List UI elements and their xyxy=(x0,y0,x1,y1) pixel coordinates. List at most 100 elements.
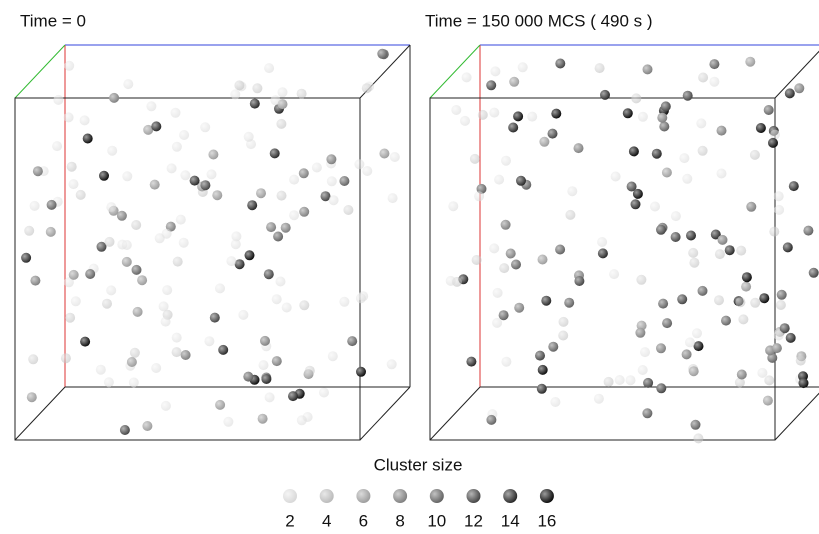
particle xyxy=(769,226,780,237)
box-edge xyxy=(774,392,819,441)
particle xyxy=(643,377,654,388)
particle xyxy=(103,377,114,388)
particle xyxy=(500,219,511,230)
particle xyxy=(630,199,641,210)
particle xyxy=(142,421,153,431)
particle xyxy=(749,149,760,160)
particle xyxy=(326,154,337,165)
particle xyxy=(714,295,724,306)
particle xyxy=(64,60,75,71)
particle xyxy=(289,210,300,221)
particle xyxy=(200,122,211,133)
particle xyxy=(123,79,134,90)
particle xyxy=(516,175,526,186)
particle xyxy=(657,112,668,123)
particle xyxy=(565,209,576,220)
legend-swatch xyxy=(503,489,518,503)
particle xyxy=(356,366,366,377)
particle xyxy=(143,124,154,135)
particle xyxy=(486,414,497,425)
particle xyxy=(640,347,650,358)
particle xyxy=(768,137,778,148)
particle xyxy=(260,335,270,346)
particle xyxy=(53,94,64,105)
particle xyxy=(234,80,245,91)
particle xyxy=(757,367,768,378)
legend-swatch xyxy=(393,489,408,503)
particle xyxy=(574,276,585,286)
particle xyxy=(122,171,133,182)
particle xyxy=(160,316,171,327)
particle xyxy=(770,129,780,140)
legend-swatch xyxy=(429,489,444,503)
particle xyxy=(736,369,747,380)
legend-label: 16 xyxy=(537,511,556,530)
particle xyxy=(209,312,220,323)
particle xyxy=(355,293,366,304)
particle xyxy=(386,359,397,370)
particle xyxy=(79,115,90,126)
particle xyxy=(597,237,608,247)
particle xyxy=(509,76,520,87)
particle xyxy=(764,375,775,386)
particle xyxy=(609,269,620,280)
particle xyxy=(257,413,268,424)
particle xyxy=(215,399,226,410)
particle xyxy=(597,248,608,259)
particle xyxy=(537,364,548,375)
particle xyxy=(517,62,528,73)
particle xyxy=(170,107,181,118)
particle xyxy=(327,351,338,362)
particle xyxy=(261,374,272,384)
particle xyxy=(689,257,700,268)
particle xyxy=(513,111,524,122)
particle xyxy=(508,122,519,133)
particle xyxy=(60,353,71,364)
particle xyxy=(149,179,160,190)
particle xyxy=(625,375,636,386)
particle xyxy=(126,357,137,367)
particle xyxy=(63,112,74,123)
particle xyxy=(626,181,637,192)
legend-swatch xyxy=(283,489,297,503)
particle xyxy=(95,364,106,375)
particle xyxy=(288,391,298,402)
particle xyxy=(466,356,477,367)
particle xyxy=(746,201,757,212)
particle xyxy=(594,63,605,74)
particle xyxy=(659,121,670,132)
particle xyxy=(773,191,784,202)
particle xyxy=(230,239,241,250)
particle xyxy=(795,355,806,366)
particle xyxy=(808,267,819,278)
particle xyxy=(698,72,709,83)
particle xyxy=(109,92,120,103)
legend-swatch xyxy=(356,489,371,503)
particle xyxy=(230,89,241,100)
particle xyxy=(204,336,215,347)
particle xyxy=(162,285,173,296)
particle xyxy=(200,180,211,191)
particle xyxy=(65,312,76,323)
particle xyxy=(535,350,545,361)
particle xyxy=(171,332,182,343)
particle xyxy=(29,200,40,211)
particle xyxy=(690,419,701,430)
particle xyxy=(774,204,785,215)
particle xyxy=(622,108,633,119)
particle xyxy=(445,275,456,286)
particle xyxy=(697,145,708,156)
particle xyxy=(280,222,291,233)
particle xyxy=(273,231,284,242)
particle xyxy=(244,250,255,261)
particle xyxy=(46,199,57,210)
particle xyxy=(716,168,727,179)
particle xyxy=(741,272,752,283)
particle xyxy=(296,88,307,99)
particle xyxy=(178,237,189,248)
box-edge xyxy=(774,50,819,99)
particle xyxy=(339,176,350,186)
particle xyxy=(558,330,569,341)
particle xyxy=(696,118,707,129)
spheres xyxy=(21,48,819,444)
